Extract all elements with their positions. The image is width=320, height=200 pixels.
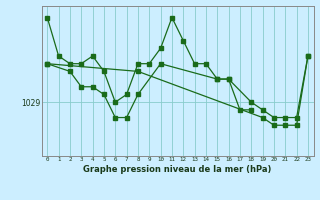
X-axis label: Graphe pression niveau de la mer (hPa): Graphe pression niveau de la mer (hPa) bbox=[84, 165, 272, 174]
